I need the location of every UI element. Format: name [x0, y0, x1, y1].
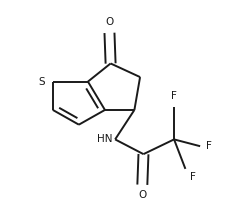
Text: O: O [138, 190, 146, 200]
Text: O: O [105, 17, 113, 27]
Text: HN: HN [97, 134, 112, 144]
Text: F: F [205, 141, 211, 151]
Text: F: F [189, 172, 195, 182]
Text: S: S [38, 76, 45, 87]
Text: F: F [170, 91, 176, 101]
